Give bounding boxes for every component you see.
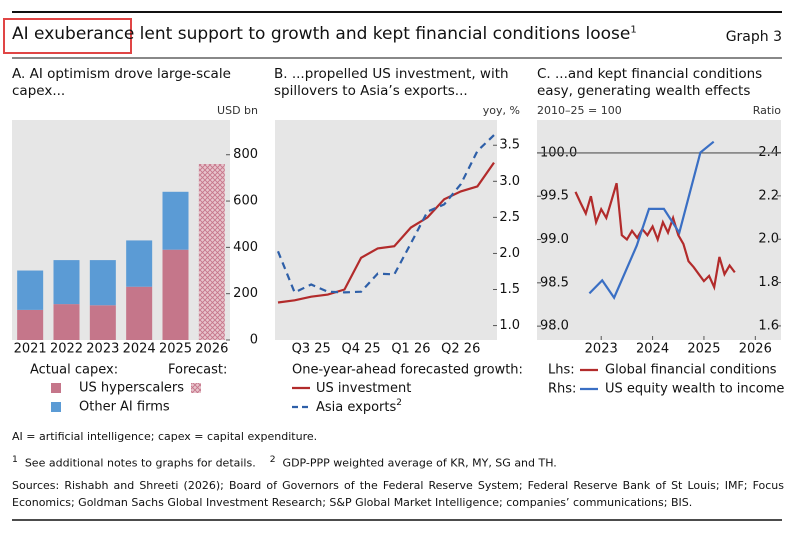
plot-background (537, 120, 781, 340)
bar (162, 191, 189, 250)
panel-title: A. AI optimism drove large-scale capex..… (12, 66, 231, 99)
footnote-mark: 1 (12, 454, 18, 465)
title-note: 1 (630, 24, 637, 36)
x-tick-label: Q1 26 (391, 342, 430, 357)
legend-label: Forecast: (168, 363, 227, 378)
graph-label: Graph 3 (725, 29, 782, 45)
line-series (276, 134, 495, 294)
x-tick-label: 2024 (636, 342, 669, 357)
x-tick-label: 2023 (585, 342, 618, 357)
bar (126, 240, 153, 287)
legend-label: Other AI firms (79, 400, 170, 415)
x-tick-label: Q2 26 (441, 342, 480, 357)
legend-label: US equity wealth to income (605, 382, 784, 397)
bar (89, 260, 116, 306)
legend-prefix: Rhs: (548, 382, 576, 397)
y-unit: USD bn (217, 104, 258, 117)
y-tick-label: 1.5 (499, 282, 520, 297)
y-tick-label: 2.5 (499, 210, 520, 225)
bar (17, 309, 44, 340)
legend-label: Global financial conditions (605, 363, 777, 378)
highlight-box (3, 18, 132, 54)
y-unit: 2010–25 = 100 (537, 104, 622, 117)
legend-title: One-year-ahead forecasted growth: (292, 363, 523, 378)
legend-label: Asia exports2 (316, 398, 402, 415)
y-tick-label: 98.0 (540, 319, 569, 334)
y-tick-label: 0 (250, 333, 258, 348)
y-tick-label: 1.8 (758, 275, 779, 290)
y-tick-label: 1.0 (499, 318, 520, 333)
legend-name: Asia exports (316, 400, 396, 415)
bar (53, 304, 80, 340)
x-tick-label: 2021 (14, 342, 47, 357)
bar (53, 260, 80, 305)
x-tick-label: 2024 (123, 342, 156, 357)
y-tick-label: 2.2 (758, 188, 779, 203)
legend-label: US investment (316, 381, 411, 396)
y-tick-label: 1.6 (758, 318, 779, 333)
title: AI exuberance lent support to growth and… (12, 24, 637, 44)
x-tick-label: Q3 25 (292, 342, 331, 357)
footnote-text: See additional notes to graphs for detai… (24, 456, 256, 470)
y-tick-label: 2.0 (499, 246, 520, 261)
y-tick-label: 2.0 (758, 232, 779, 247)
legend-prefix: Lhs: (548, 363, 575, 378)
sources: Sources: Rishabh and Shreeti (2026); Boa… (12, 479, 784, 509)
bar (17, 270, 44, 310)
line-series (588, 140, 715, 300)
y-tick-label: 400 (233, 240, 258, 255)
y-tick-label: 800 (233, 147, 258, 162)
y-tick-label: 99.5 (540, 189, 569, 204)
x-tick-label: Q4 25 (341, 342, 380, 357)
y-unit: yoy, % (483, 104, 520, 117)
footnote-text: GDP-PPP weighted average of KR, MY, SG a… (282, 456, 557, 470)
x-tick-label: 2025 (159, 342, 192, 357)
line-series (277, 161, 495, 304)
y-tick-label: 3.5 (499, 138, 520, 153)
y2-unit: Ratio (753, 104, 782, 117)
y-tick-label: 200 (233, 286, 258, 301)
y-tick-label: 99.0 (540, 232, 569, 247)
bar (126, 286, 153, 340)
y-tick-label: 600 (233, 194, 258, 209)
panel-title: B. ...propelled US investment, with spil… (274, 66, 509, 99)
title-text: AI exuberance lent support to growth and… (12, 24, 631, 44)
x-tick-label: 2022 (50, 342, 83, 357)
x-tick-label: 2025 (687, 342, 720, 357)
legend-title: Actual capex: (30, 363, 118, 378)
x-tick-label: 2026 (195, 342, 228, 357)
y-tick-label: 98.5 (540, 275, 569, 290)
footnotes: 1 See additional notes to graphs for det… (12, 451, 784, 472)
plot-background (12, 120, 230, 340)
footnote-mark: 2 (269, 454, 276, 465)
plot-background (275, 120, 497, 340)
legend-label: US hyperscalers (79, 381, 184, 396)
panel-title: C. ...and kept financial conditions easy… (537, 66, 763, 99)
legend-swatch (191, 383, 201, 393)
legend-swatch (51, 402, 61, 412)
abbreviations: AI = artificial intelligence; capex = ca… (12, 430, 318, 443)
legend-note: 2 (396, 398, 402, 408)
x-tick-label: 2026 (739, 342, 772, 357)
bar (198, 164, 225, 340)
line-series (574, 182, 736, 291)
bar (162, 249, 189, 340)
y-tick-label: 3.0 (499, 174, 520, 189)
x-tick-label: 2023 (86, 342, 119, 357)
bar (89, 305, 116, 340)
legend-swatch (51, 383, 61, 393)
legend-name: US investment (316, 381, 411, 396)
